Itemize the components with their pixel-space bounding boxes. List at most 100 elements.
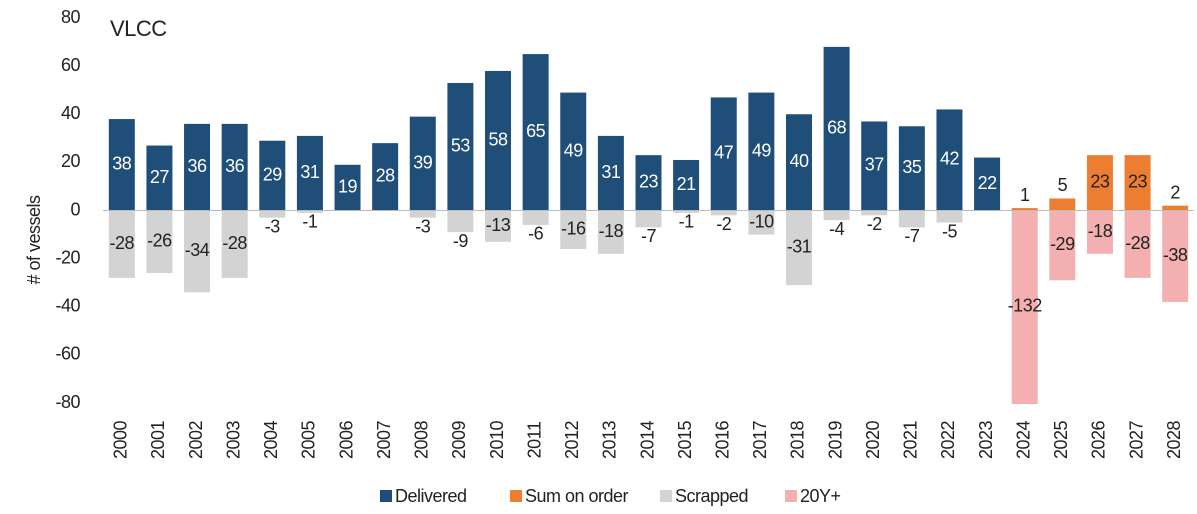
x-tick-label: 2011: [524, 421, 544, 458]
data-label: -3: [415, 216, 430, 236]
bar: [1086, 155, 1113, 211]
x-tick-label: 2013: [600, 420, 620, 459]
y-tick-label: -20: [55, 247, 80, 267]
bar: [861, 210, 888, 216]
legend-swatch: [785, 490, 797, 502]
legend-label: Sum on order: [525, 486, 629, 506]
bar: [259, 140, 286, 211]
bar: [296, 135, 323, 211]
bar: [1162, 205, 1189, 211]
bar: [1049, 198, 1076, 211]
bar: [560, 92, 587, 211]
data-label: 37: [865, 155, 885, 175]
data-label: -7: [641, 226, 656, 246]
bar: [785, 114, 812, 211]
bar: [673, 159, 700, 211]
data-label: -16: [561, 219, 586, 239]
bar: [221, 210, 248, 278]
bar: [1049, 210, 1076, 281]
y-tick-label: 80: [61, 7, 81, 27]
y-tick-label: -60: [55, 344, 80, 364]
bar: [748, 92, 775, 211]
x-tick-label: 2008: [412, 420, 432, 459]
data-label: 19: [338, 176, 358, 196]
data-label: -18: [599, 221, 624, 241]
data-label: 22: [978, 173, 998, 193]
data-label: 49: [752, 140, 772, 160]
data-label: 27: [150, 167, 170, 187]
x-tick-label: 2001: [148, 420, 168, 459]
bar: [296, 210, 323, 213]
data-label: 47: [714, 143, 734, 163]
data-label: 36: [188, 156, 208, 176]
bar: [748, 210, 775, 235]
data-label: -132: [1008, 296, 1043, 316]
y-tick-label: 60: [61, 55, 81, 75]
bar: [146, 145, 173, 211]
bar: [635, 155, 662, 211]
data-label: 1: [1020, 185, 1030, 205]
bar: [409, 116, 436, 211]
bar: [1162, 210, 1189, 302]
data-label: 29: [263, 164, 283, 184]
bar: [898, 126, 925, 211]
x-tick-label: 2021: [901, 420, 921, 459]
data-label: 23: [1128, 172, 1148, 192]
data-label: -13: [486, 215, 511, 235]
data-label: -1: [302, 212, 317, 232]
legend-label: Scrapped: [675, 486, 748, 506]
data-label: -5: [942, 221, 957, 241]
x-tick-label: 2015: [675, 420, 695, 459]
bar: [974, 157, 1001, 211]
bar: [936, 210, 963, 223]
bar: [560, 210, 587, 249]
bar: [898, 210, 925, 228]
data-label: 40: [789, 151, 809, 171]
data-label: 21: [677, 174, 697, 194]
bar: [447, 210, 474, 233]
bar: [785, 210, 812, 286]
bar: [635, 210, 662, 228]
data-label: -4: [829, 219, 844, 239]
y-tick-label: 20: [61, 151, 81, 171]
bar: [522, 54, 549, 211]
data-label: -26: [147, 231, 172, 251]
bar: [861, 121, 888, 211]
data-label: -29: [1050, 234, 1075, 254]
x-tick-label: 2018: [788, 420, 808, 459]
data-label: 23: [639, 172, 659, 192]
y-tick-label: -40: [55, 296, 80, 316]
bar: [184, 210, 211, 293]
bar: [673, 210, 700, 213]
plot-area: [108, 46, 1189, 404]
x-tick-label: 2003: [223, 420, 243, 459]
data-label: -38: [1163, 245, 1188, 265]
y-tick-label: -80: [55, 392, 80, 412]
data-label: 28: [376, 166, 396, 186]
data-label: 23: [1090, 172, 1110, 192]
x-tick-label: 2002: [186, 420, 206, 459]
bar: [936, 109, 963, 211]
x-tick-label: 2019: [825, 420, 845, 459]
data-label: 39: [413, 152, 433, 172]
x-tick-label: 2023: [976, 420, 996, 459]
data-label: 58: [489, 129, 509, 149]
x-tick-label: 2006: [336, 420, 356, 459]
data-label: 65: [526, 121, 546, 141]
bar: [485, 210, 512, 242]
bar: [823, 210, 850, 221]
data-label: -7: [904, 226, 919, 246]
x-tick-label: 2027: [1126, 420, 1146, 459]
bar: [1011, 208, 1038, 211]
bar: [597, 210, 624, 254]
legend-label: Delivered: [395, 486, 467, 506]
chart-title: VLCC: [110, 16, 167, 41]
x-tick-label: 2024: [1013, 420, 1033, 459]
x-tick-label: 2014: [637, 420, 657, 459]
data-label: 2: [1170, 182, 1180, 202]
x-tick-label: 2028: [1164, 420, 1184, 459]
bar: [485, 70, 512, 211]
data-label: -28: [222, 233, 247, 253]
x-tick-label: 2016: [712, 420, 732, 459]
bar: [334, 164, 361, 211]
